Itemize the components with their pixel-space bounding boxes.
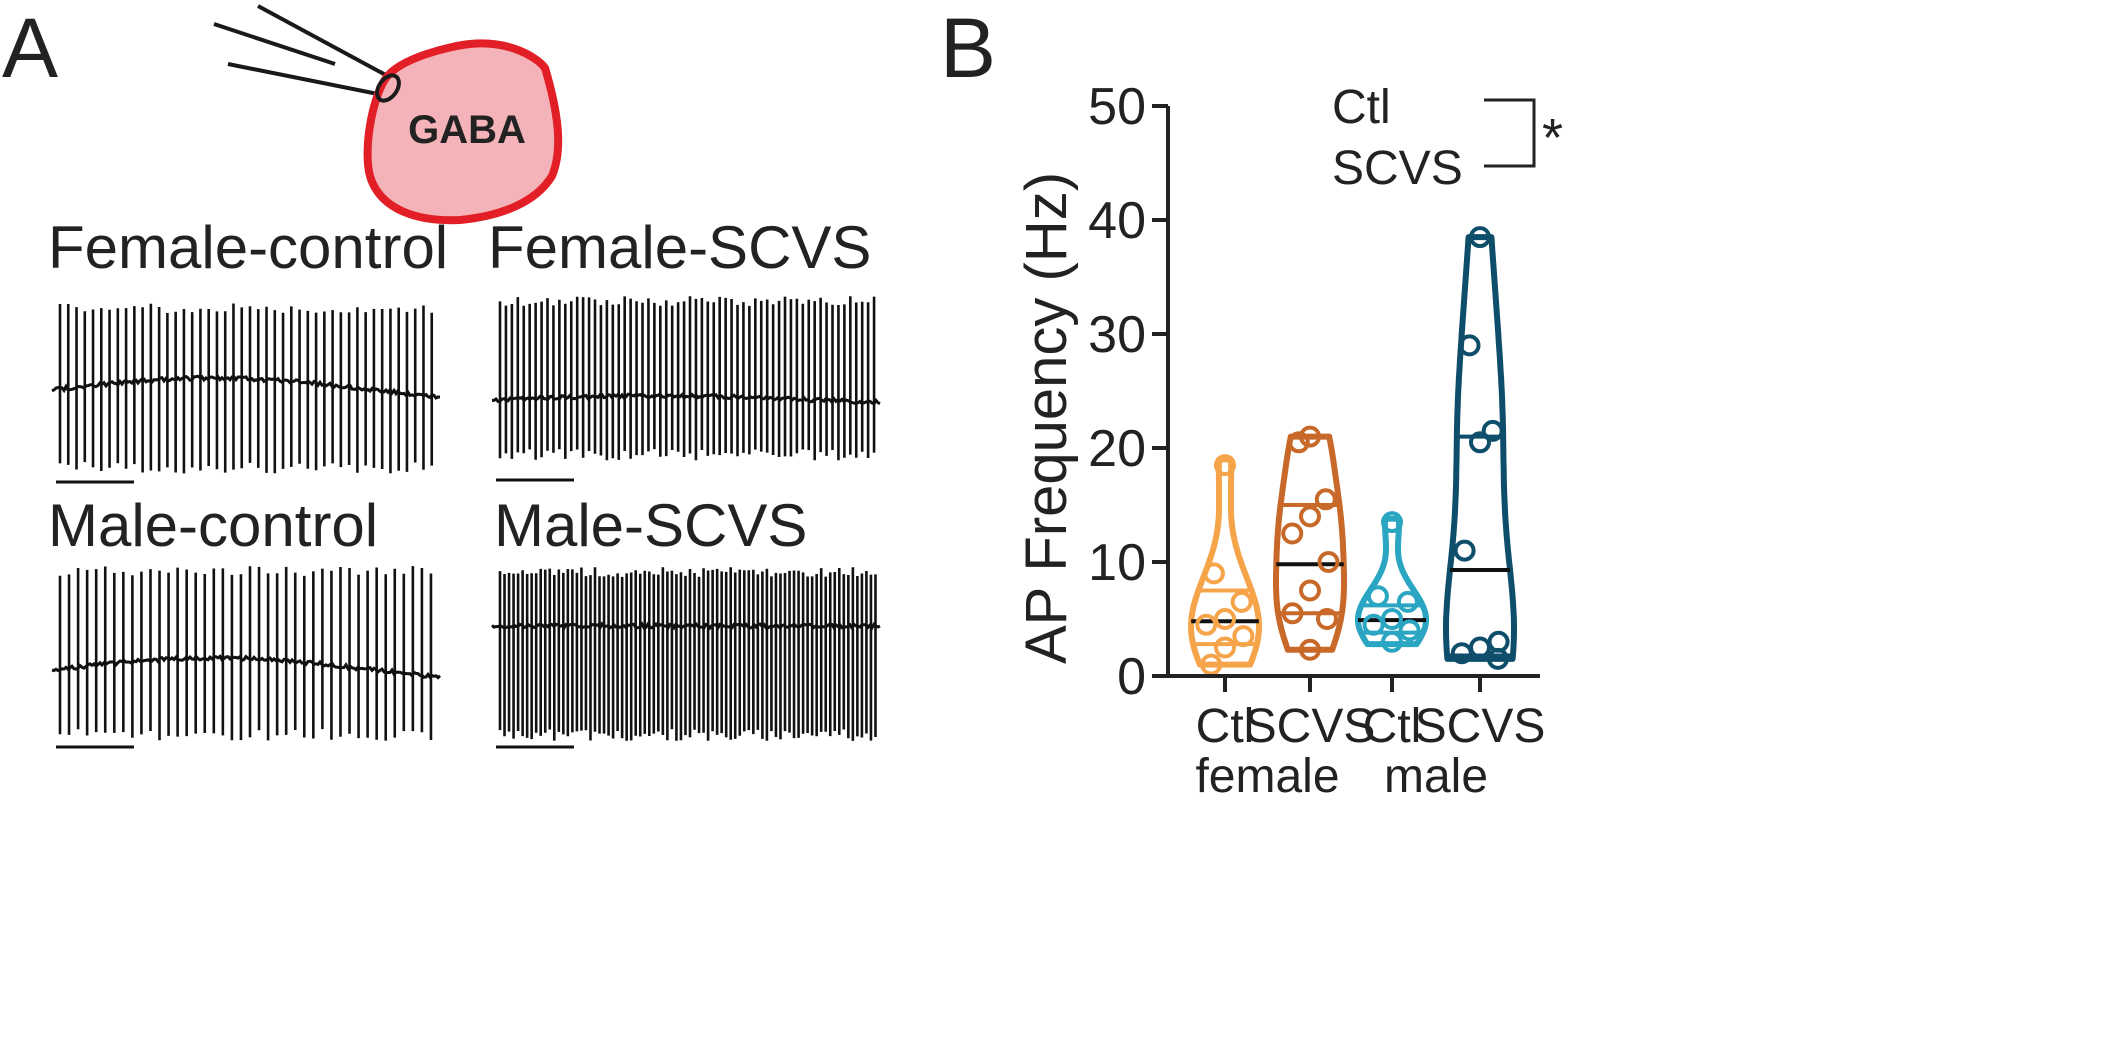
trace-label-male-control: Male-control (48, 492, 379, 559)
y-axis: 0 10 20 30 40 50 (1088, 78, 1170, 706)
data-point (1299, 579, 1321, 602)
violin-male-ctl (1355, 511, 1429, 653)
trace-baseline (51, 653, 442, 680)
data-point (1200, 653, 1223, 676)
legend-scvs: SCVS (1332, 142, 1463, 195)
data-point (1469, 431, 1491, 454)
legend: Ctl SCVS * (1332, 81, 1563, 195)
trace-label-female-control: Female-control (48, 214, 449, 281)
data-point (1281, 522, 1304, 545)
violin-female-scvs (1273, 425, 1347, 661)
data-point (1398, 619, 1421, 642)
y-tick-label: 40 (1088, 192, 1146, 250)
x-tick-label: Ctl (1196, 700, 1255, 753)
data-point (1299, 425, 1321, 448)
violin-female-ctl (1188, 454, 1262, 676)
data-point (1230, 590, 1253, 613)
data-point (1381, 630, 1403, 653)
data-point (1214, 636, 1236, 659)
data-point (1486, 647, 1509, 670)
y-axis-title: AP Frequency (Hz) (1014, 172, 1079, 664)
data-point (1366, 585, 1389, 608)
y-tick-label: 0 (1117, 648, 1146, 706)
trace-label-female-scvs: Female-SCVS (488, 214, 872, 281)
data-point (1381, 511, 1403, 534)
gaba-label: GABA (408, 108, 526, 152)
violin-outline (1443, 234, 1517, 662)
y-tick-label: 50 (1088, 78, 1146, 136)
trace-label-male-scvs: Male-SCVS (494, 492, 808, 559)
data-point (1202, 562, 1225, 585)
data-point (1453, 539, 1476, 562)
panel-a-letter: A (2, 1, 59, 95)
x-tick-label: Ctl (1363, 700, 1422, 753)
gaba-neuron-shape (363, 39, 563, 225)
y-tick-label: 10 (1088, 534, 1146, 592)
violin-male-scvs (1443, 226, 1517, 670)
trace-female-scvs (492, 296, 881, 482)
trace-male-control (51, 566, 442, 749)
y-tick-label: 20 (1088, 420, 1146, 478)
panel-b-letter: B (940, 1, 997, 95)
legend-ctl: Ctl (1332, 81, 1391, 134)
group-label: female (1195, 750, 1339, 803)
data-point (1469, 226, 1491, 249)
data-point (1362, 613, 1385, 636)
data-point (1381, 608, 1403, 630)
data-point (1195, 613, 1218, 636)
violins (1188, 226, 1517, 676)
data-point (1232, 625, 1255, 648)
y-tick-label: 30 (1088, 306, 1146, 364)
significance-star: * (1542, 108, 1563, 168)
group-label: male (1384, 750, 1488, 803)
data-point (1287, 431, 1310, 454)
x-tick-label: SCVS (1415, 700, 1546, 753)
data-point (1315, 608, 1338, 630)
data-point (1214, 454, 1236, 477)
data-point (1314, 488, 1337, 511)
data-point (1214, 608, 1236, 630)
data-point (1481, 419, 1504, 442)
x-tick-label: SCVS (1245, 700, 1376, 753)
data-point (1317, 551, 1340, 573)
data-point (1396, 590, 1419, 613)
significance-bracket (1484, 98, 1536, 168)
data-point (1299, 638, 1321, 661)
cell-diagram: GABA (213, 4, 563, 225)
data-point (1281, 602, 1304, 625)
data-point (1299, 505, 1321, 528)
data-point (1450, 642, 1473, 665)
trace-male-scvs (490, 567, 881, 749)
trace-female-control (51, 303, 440, 484)
data-point (1458, 334, 1481, 357)
